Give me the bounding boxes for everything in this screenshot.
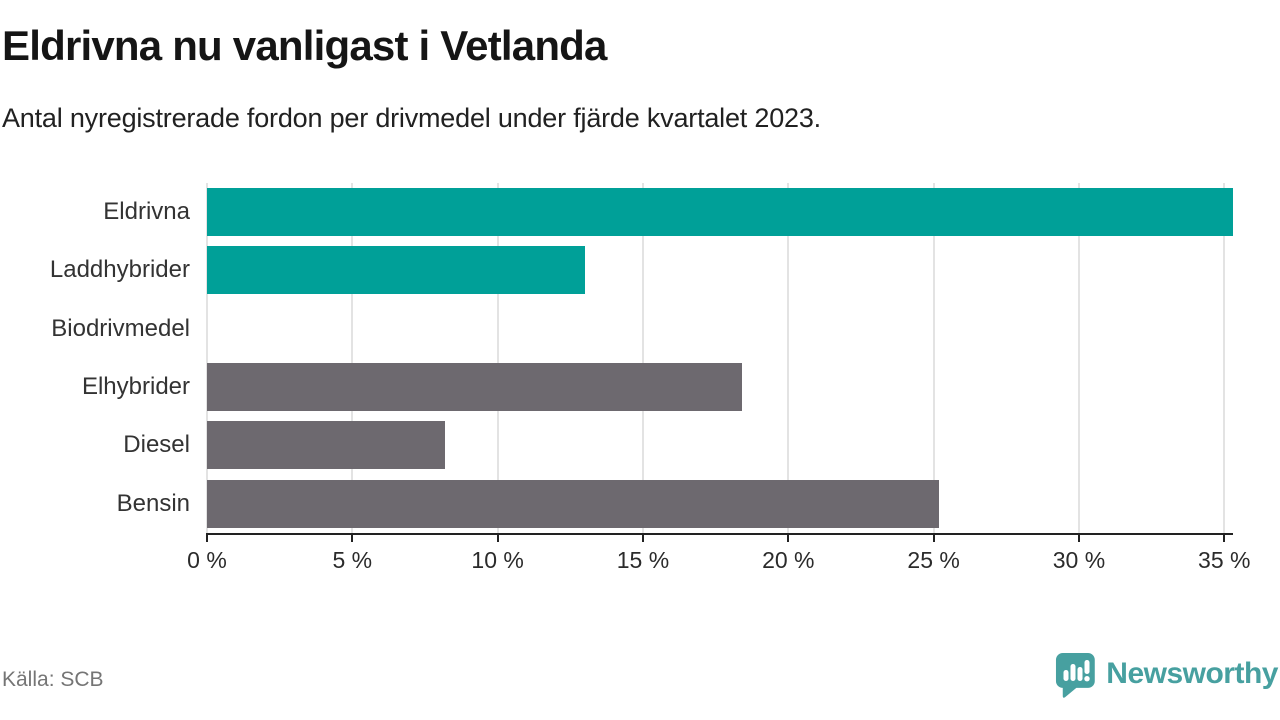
x-tick-mark — [351, 533, 354, 542]
x-tick-mark — [932, 533, 935, 542]
x-tick-mark — [496, 533, 499, 542]
category-label: Bensin — [116, 489, 190, 517]
chart-title: Eldrivna nu vanligast i Vetlanda — [2, 22, 607, 69]
x-tick-label: 0 % — [187, 547, 227, 573]
gridline — [351, 183, 354, 533]
source-note: Källa: SCB — [2, 668, 104, 691]
plot-area — [206, 183, 1233, 535]
speech-bubble-bar-chart-icon — [1056, 652, 1096, 698]
category-label: Elhybrider — [81, 373, 190, 401]
x-tick-label: 25 % — [907, 547, 960, 573]
bar-elhybrider — [207, 363, 742, 411]
y-axis-category-labels: Eldrivna Laddhybrider Biodrivmedel Elhybrid… — [0, 183, 190, 533]
gridline — [496, 183, 499, 533]
gridline — [206, 183, 208, 533]
x-tick-label: 30 % — [1052, 547, 1106, 573]
category-label: Biodrivmedel — [51, 314, 190, 342]
x-tick-label: 15 % — [616, 547, 670, 573]
x-axis-line — [207, 533, 1233, 535]
bar-bensin — [207, 479, 940, 528]
brand-name: Newsworthy — [1106, 657, 1278, 690]
x-tick-mark — [206, 533, 208, 542]
category-label: Eldrivna — [103, 198, 190, 226]
newsworthy-logo: Newsworthy — [1055, 652, 1278, 700]
category-label: Laddhybrider — [49, 256, 190, 284]
category-label: Diesel — [123, 431, 190, 459]
x-tick-label: 10 % — [471, 547, 524, 573]
x-tick-label: 35 % — [1198, 547, 1251, 573]
gridline — [932, 183, 935, 533]
bar-diesel — [207, 421, 446, 470]
x-tick-label: 5 % — [332, 547, 373, 573]
x-tick-mark — [1077, 533, 1080, 542]
x-axis: 0 % 5 % 10 % 15 % 20 % 25 % 30 % 35 % — [187, 533, 1250, 583]
bar-laddhybrider — [207, 246, 585, 295]
bar-eldrivna — [207, 188, 1233, 236]
chart-subtitle: Antal nyregistrerade fordon per drivmede… — [2, 103, 821, 133]
gridline — [641, 183, 644, 533]
gridline — [1077, 183, 1080, 533]
x-tick-mark — [1223, 533, 1226, 542]
x-tick-label: 20 % — [762, 547, 815, 573]
gridline — [1223, 183, 1226, 533]
x-tick-mark — [787, 533, 790, 542]
x-tick-mark — [641, 533, 644, 542]
gridline — [787, 183, 790, 533]
